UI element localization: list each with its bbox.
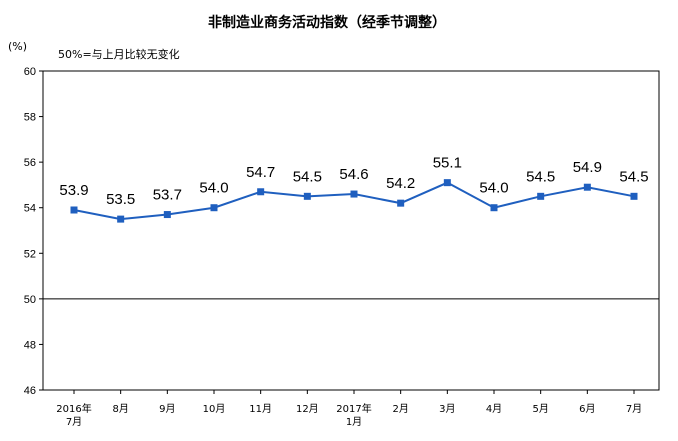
y-tick-label: 46 [24, 385, 36, 397]
data-point-marker [583, 183, 591, 191]
y-tick-label: 60 [24, 66, 36, 78]
data-label: 53.7 [153, 187, 182, 204]
data-label: 54.9 [573, 159, 602, 176]
y-tick-label: 58 [24, 112, 36, 124]
data-label: 54.7 [246, 164, 275, 181]
x-tick-label: 7月 [626, 403, 642, 415]
data-labels: 53.9 53.5 53.7 54.0 54.7 54.5 54.6 54.2 55.1 54.0… [59, 155, 648, 208]
x-tick-label: 6月 [579, 403, 595, 415]
data-point-marker [117, 215, 125, 223]
plot-frame [42, 70, 660, 391]
x-tick-label: 2017年 [336, 402, 371, 415]
y-tick-label: 54 [24, 203, 36, 215]
data-point-marker [397, 199, 405, 207]
y-tick-label: 56 [24, 157, 36, 169]
data-point-marker [163, 211, 171, 219]
x-tick-label: 10月 [203, 403, 226, 415]
x-tick-label: 2016年 [56, 402, 91, 415]
data-label: 54.6 [339, 166, 368, 183]
data-label: 53.9 [59, 182, 88, 199]
data-point-marker [70, 206, 78, 214]
data-point-marker [630, 192, 638, 200]
data-label: 54.0 [199, 180, 228, 197]
chart-annotation: 50%=与上月比较无变化 [58, 47, 180, 61]
data-label: 54.5 [293, 168, 322, 185]
x-tick-label: 4月 [486, 403, 502, 415]
x-tick-label: 8月 [112, 403, 128, 415]
y-unit-label: (%) [8, 40, 27, 53]
x-tick-label: 12月 [296, 403, 319, 415]
data-point-marker [537, 192, 545, 200]
x-tick-label: 3月 [439, 403, 455, 415]
data-label: 54.5 [619, 168, 648, 185]
y-tick-label: 52 [24, 248, 36, 260]
chart-title: 非制造业商务活动指数（经季节调整） [208, 14, 446, 31]
x-tick-label: 5月 [532, 403, 548, 415]
data-point-marker [257, 188, 265, 196]
series-group [70, 179, 638, 223]
data-point-marker [350, 190, 358, 198]
data-label: 53.5 [106, 191, 135, 208]
y-axis: 46 48 50 52 54 56 58 60 [24, 66, 43, 397]
y-tick-label: 50 [24, 294, 36, 306]
data-label: 54.5 [526, 168, 555, 185]
x-tick-label: 7月 [66, 416, 82, 428]
data-label: 54.0 [479, 180, 508, 197]
data-point-marker [303, 192, 311, 200]
x-tick-label: 9月 [159, 403, 175, 415]
data-label: 55.1 [433, 155, 462, 172]
data-label: 54.2 [386, 175, 415, 192]
data-point-marker [210, 204, 218, 212]
data-point-marker [443, 179, 451, 187]
y-tick-label: 48 [24, 339, 36, 351]
data-point-marker [490, 204, 498, 212]
x-tick-label: 2月 [392, 403, 408, 415]
x-tick-label: 1月 [346, 416, 362, 428]
x-tick-label: 11月 [249, 403, 272, 415]
